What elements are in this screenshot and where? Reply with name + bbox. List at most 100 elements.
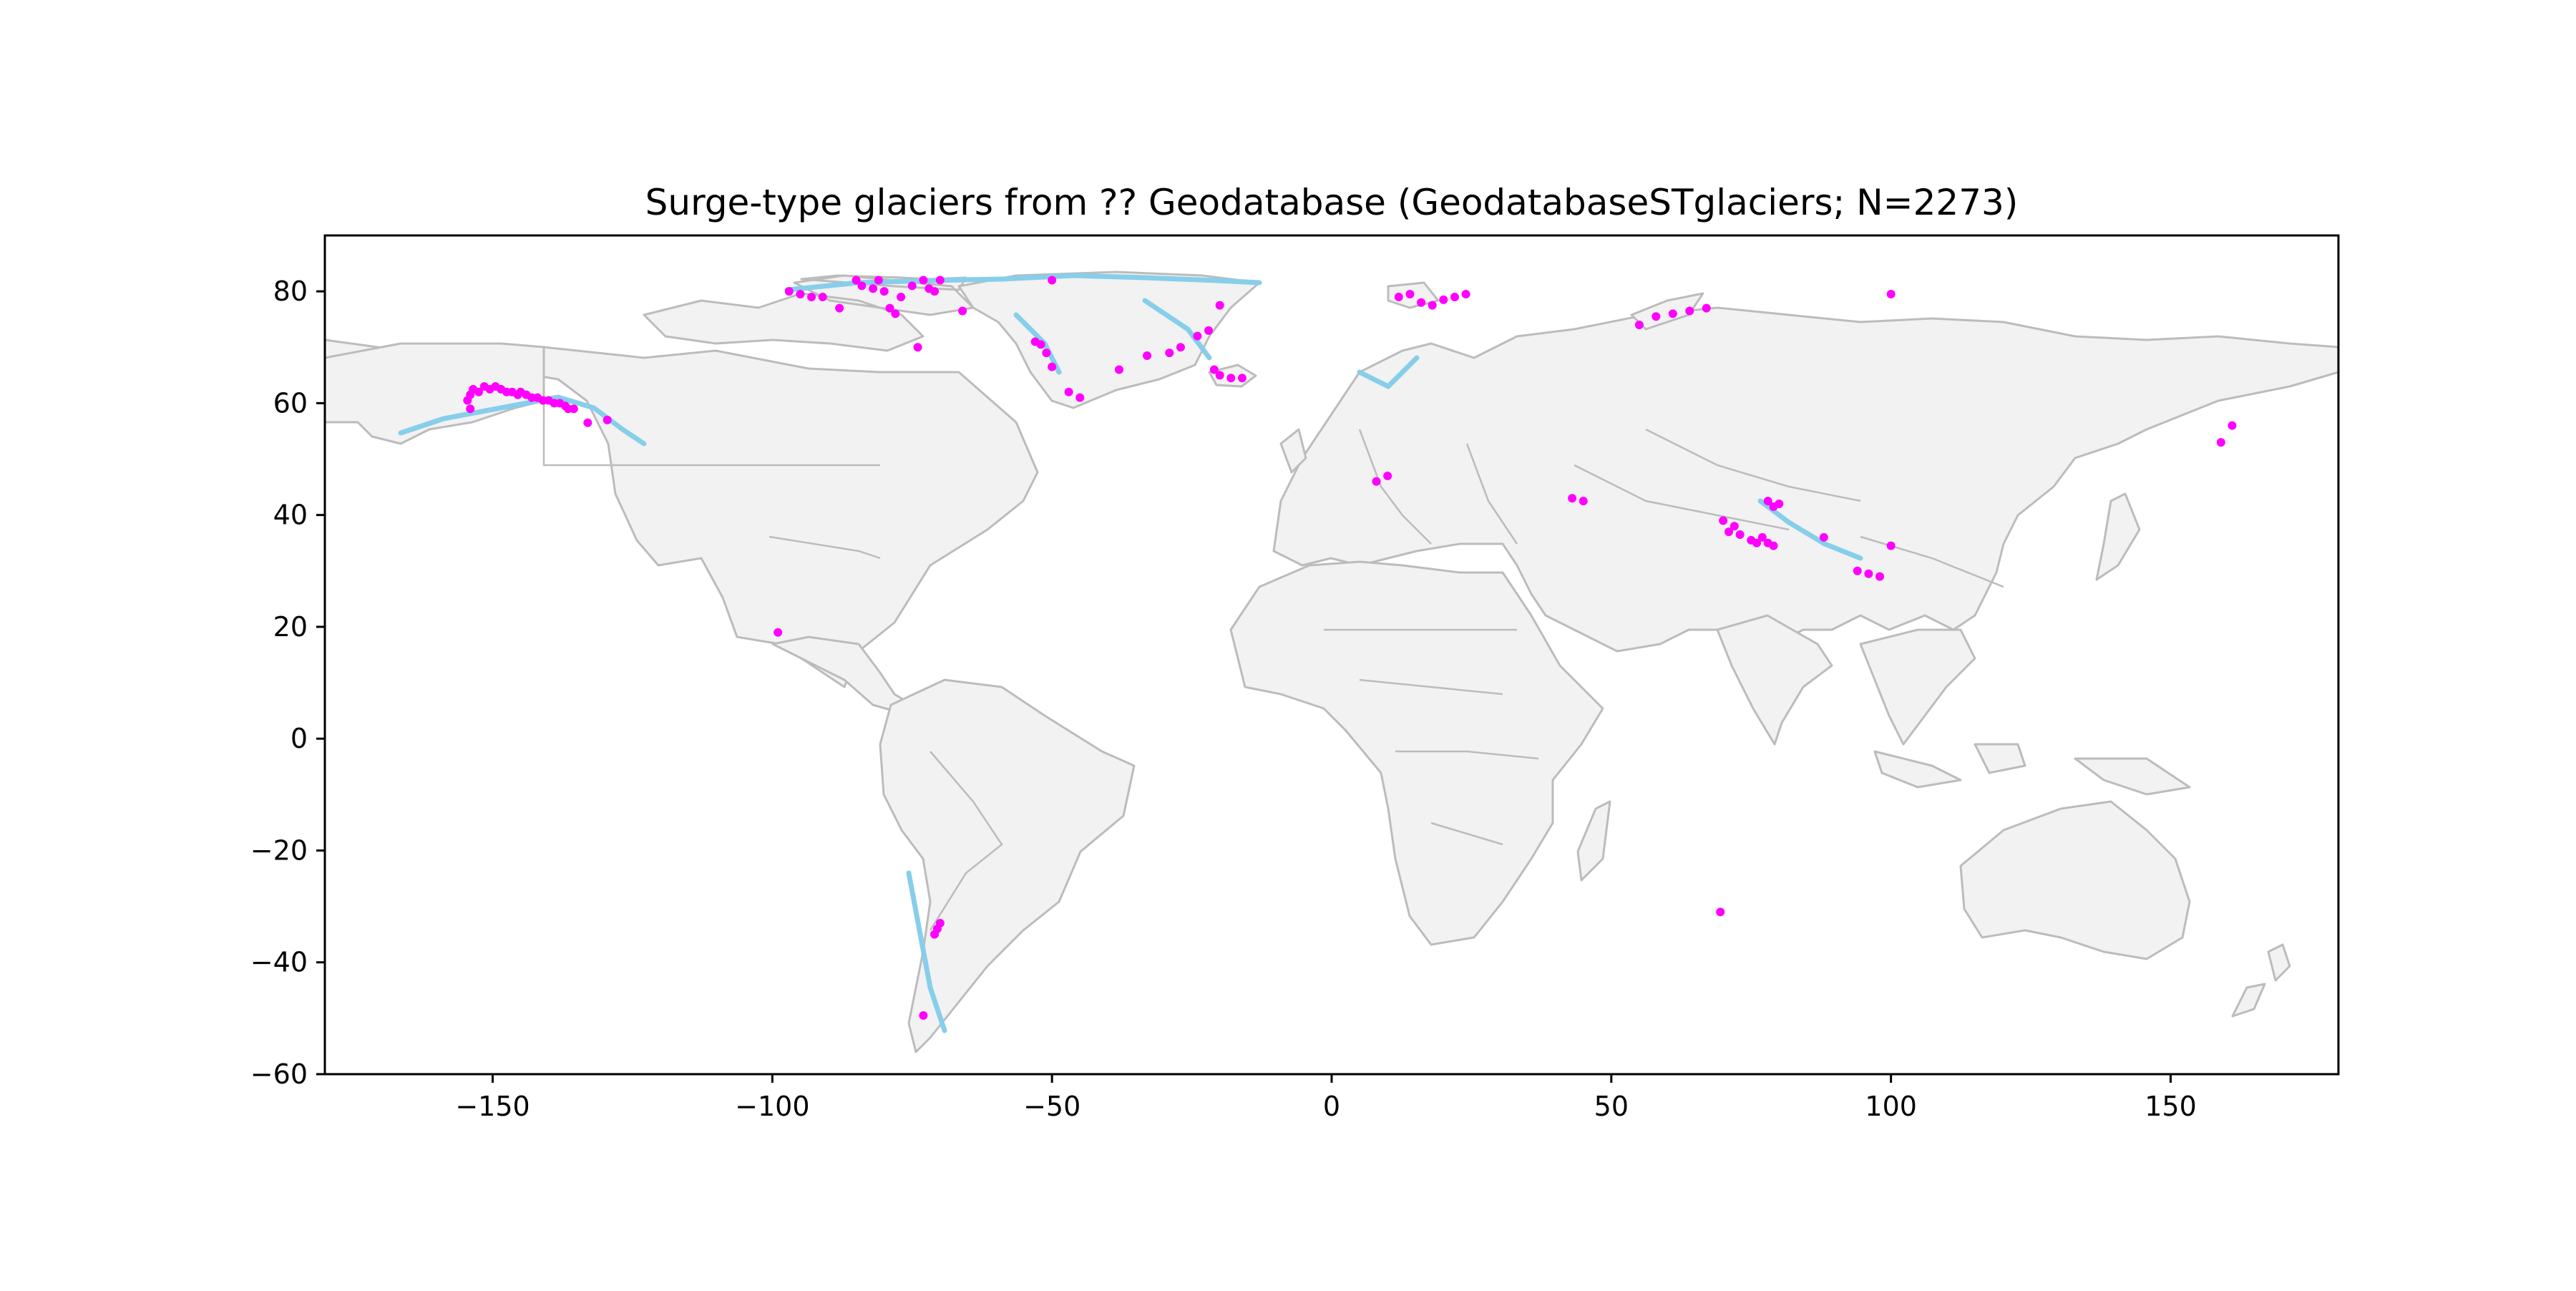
glacier-point <box>1394 292 1403 301</box>
glacier-point <box>796 290 805 299</box>
glacier-point <box>1405 290 1415 299</box>
glacier-point <box>1886 290 1896 299</box>
glacier-point <box>602 415 612 424</box>
glacier-point <box>1048 276 1057 285</box>
y-tick-label: 20 <box>273 611 308 643</box>
glacier-point <box>1853 566 1862 575</box>
y-tick-label: −20 <box>250 834 308 866</box>
glacier-point <box>1729 522 1739 531</box>
y-tick-label: 0 <box>291 723 308 754</box>
landmass-indonesia <box>1873 743 2191 796</box>
y-tick-label: −40 <box>250 947 308 978</box>
glacier-point <box>1193 331 1202 341</box>
glacier-point <box>466 404 475 414</box>
landmass-greenland <box>957 271 1261 409</box>
plot-title: Surge-type glaciers from ?? Geodatabase … <box>645 182 2019 223</box>
glacier-point <box>784 287 794 296</box>
glacier-point <box>879 287 889 296</box>
x-tick-label: −100 <box>735 1091 809 1122</box>
landmass-british-isles <box>1279 428 1307 474</box>
glacier-point <box>818 292 827 301</box>
glacier-point <box>1634 321 1644 330</box>
glacier-point <box>1763 497 1772 506</box>
glacier-point <box>1383 471 1392 480</box>
glacier-point <box>913 343 922 352</box>
glacier-point <box>1439 295 1448 304</box>
x-tick-label: 150 <box>2145 1091 2197 1122</box>
glacier-point <box>1886 541 1896 550</box>
glacier-point <box>1864 569 1873 578</box>
glacier-point <box>474 387 483 396</box>
glacier-point <box>1042 349 1051 358</box>
x-tick-label: −50 <box>1023 1091 1080 1122</box>
landmass-southeast-asia <box>1859 628 1976 746</box>
land-masses <box>325 271 2338 1053</box>
y-tick-label: 40 <box>273 500 308 531</box>
landmass-africa <box>1229 560 1604 946</box>
glacier-point <box>1702 303 1711 313</box>
y-tick-label: 80 <box>273 276 308 307</box>
landmass-alaska <box>325 342 545 445</box>
glacier-point <box>930 287 940 296</box>
glacier-point <box>869 284 878 293</box>
glacier-point <box>897 292 906 301</box>
glacier-point <box>1757 532 1767 542</box>
glacier-point <box>835 303 844 313</box>
x-tick-label: 100 <box>1865 1091 1917 1122</box>
glacier-point <box>2228 421 2237 430</box>
glacier-point <box>1064 387 1073 396</box>
glacier-point <box>1735 530 1745 540</box>
glacier-point <box>1048 362 1057 371</box>
glacier-point <box>1165 349 1174 358</box>
x-tick-label: 50 <box>1594 1091 1629 1122</box>
x-tick-label: −150 <box>455 1091 530 1122</box>
landmass-japan <box>2095 492 2141 581</box>
y-axis: −60 −40 −20 0 20 40 60 80 <box>250 276 325 1090</box>
landmass-central-america <box>771 635 914 713</box>
glacier-point <box>891 309 900 318</box>
glacier-point <box>1752 538 1762 547</box>
glacier-extents <box>398 273 1863 1033</box>
glacier-point <box>1215 371 1224 380</box>
glacier-point <box>1875 572 1885 581</box>
glacier-point <box>907 281 917 291</box>
glacier-point <box>1450 292 1459 301</box>
country-borders <box>542 347 2004 931</box>
landmass-eurasia <box>1272 306 2338 660</box>
glacier-point <box>1719 516 1728 525</box>
glacier-point <box>1579 497 1588 506</box>
landmass-new-zealand <box>2231 943 2291 1018</box>
glacier-point <box>1215 301 1224 310</box>
glacier-point <box>2216 438 2225 447</box>
glacier-point <box>1237 374 1246 383</box>
glacier-point <box>807 292 816 301</box>
glacier-point <box>1114 365 1123 374</box>
glacier-point <box>930 930 940 939</box>
landmass-madagascar <box>1576 800 1611 882</box>
glacier-point <box>1428 301 1437 310</box>
glacier-point <box>1769 502 1778 511</box>
landmass-south-america <box>879 678 1136 1053</box>
x-axis: −150 −100 −50 0 50 100 150 <box>455 1074 2197 1122</box>
glacier-point <box>1668 309 1677 318</box>
glacier-point <box>1417 298 1426 307</box>
x-tick-label: 0 <box>1323 1091 1340 1122</box>
glacier-point <box>1724 527 1733 537</box>
glacier-point <box>1036 340 1045 349</box>
glacier-point <box>1568 494 1577 503</box>
glacier-point <box>852 276 861 285</box>
glacier-points <box>463 276 2237 1020</box>
glacier-point <box>1176 343 1185 352</box>
landmass-australia <box>1959 800 2191 960</box>
glacier-point <box>1209 365 1219 374</box>
glacier-point <box>1372 477 1381 486</box>
glacier-point <box>1716 907 1725 917</box>
y-tick-label: 60 <box>273 387 308 419</box>
glacier-point <box>569 404 578 414</box>
glacier-point <box>919 276 928 285</box>
glacier-point <box>1685 306 1694 316</box>
glacier-point <box>935 276 945 285</box>
glacier-point <box>774 628 783 637</box>
